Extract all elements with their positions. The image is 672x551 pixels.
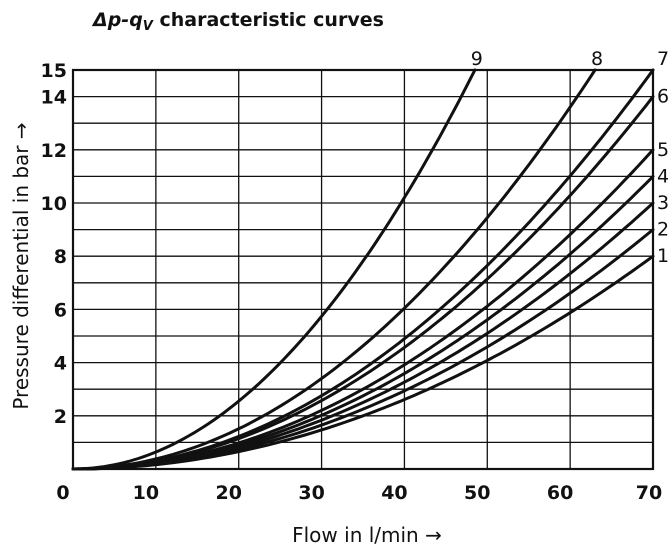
curve-label-6: 6 (657, 86, 669, 108)
curve-label-8: 8 (591, 48, 603, 70)
x-tick-label: 10 (133, 482, 159, 504)
x-tick-label: 70 (636, 482, 662, 504)
curve-label-1: 1 (657, 245, 669, 267)
chart-title-sub: V (143, 19, 154, 34)
curve-label-4: 4 (657, 165, 669, 187)
chart-title-tail: characteristic curves (153, 9, 384, 31)
x-tick-label: 0 (56, 482, 69, 504)
chart-title-main: Δp-q (91, 9, 143, 31)
y-tick-label: 15 (41, 60, 67, 82)
x-tick-label: 20 (215, 482, 241, 504)
curve-labels: 1 2 3 4 5 6 7 8 9 (471, 48, 669, 267)
curve-label-2: 2 (657, 219, 669, 241)
curve-9 (71, 68, 477, 471)
y-tick-label: 12 (41, 140, 67, 162)
curves (71, 68, 655, 471)
curve-4 (71, 174, 655, 471)
y-tick-label: 14 (41, 87, 67, 109)
y-tick-label: 8 (54, 246, 67, 268)
tick-labels: 0 10 20 30 40 50 60 70 2 4 6 8 10 12 14 15 (41, 60, 663, 504)
x-tick-label: 30 (298, 482, 324, 504)
curve-label-3: 3 (657, 192, 669, 214)
y-axis-label: Pressure differential in bar → (9, 122, 33, 409)
curve-2 (71, 228, 655, 471)
curve-8 (71, 68, 597, 471)
x-tick-label: 60 (547, 482, 573, 504)
curve-7 (71, 68, 655, 471)
x-axis-label: Flow in l/min → (292, 523, 442, 547)
plot-frame (71, 68, 655, 471)
y-tick-label: 6 (54, 299, 67, 321)
y-tick-label: 4 (54, 353, 67, 375)
chart-title: Δp-qV characteristic curves (91, 9, 384, 34)
curve-label-5: 5 (657, 139, 669, 161)
y-tick-label: 10 (41, 193, 67, 215)
x-tick-label: 50 (464, 482, 490, 504)
curve-label-7: 7 (657, 48, 669, 70)
curve-label-9: 9 (471, 48, 483, 70)
x-tick-label: 40 (381, 482, 407, 504)
y-tick-label: 2 (54, 406, 67, 428)
